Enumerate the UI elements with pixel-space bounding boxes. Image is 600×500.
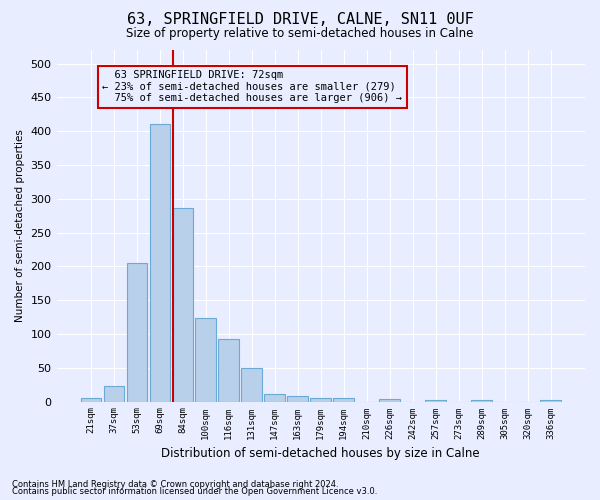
Bar	[310, 398, 331, 402]
Bar	[540, 400, 561, 402]
Text: Contains HM Land Registry data © Crown copyright and database right 2024.: Contains HM Land Registry data © Crown c…	[12, 480, 338, 489]
Bar	[218, 340, 239, 402]
Bar	[265, 394, 285, 402]
Text: 63 SPRINGFIELD DRIVE: 72sqm
← 23% of semi-detached houses are smaller (279)
  75: 63 SPRINGFIELD DRIVE: 72sqm ← 23% of sem…	[103, 70, 403, 104]
Bar	[127, 263, 147, 402]
Text: Contains public sector information licensed under the Open Government Licence v3: Contains public sector information licen…	[12, 487, 377, 496]
Bar	[334, 398, 354, 402]
Bar	[196, 318, 216, 402]
Text: 63, SPRINGFIELD DRIVE, CALNE, SN11 0UF: 63, SPRINGFIELD DRIVE, CALNE, SN11 0UF	[127, 12, 473, 28]
Bar	[287, 396, 308, 402]
Bar	[241, 368, 262, 402]
Y-axis label: Number of semi-detached properties: Number of semi-detached properties	[15, 130, 25, 322]
Bar	[149, 124, 170, 402]
Text: Size of property relative to semi-detached houses in Calne: Size of property relative to semi-detach…	[127, 28, 473, 40]
Bar	[80, 398, 101, 402]
Bar	[104, 386, 124, 402]
Bar	[173, 208, 193, 402]
Bar	[425, 400, 446, 402]
X-axis label: Distribution of semi-detached houses by size in Calne: Distribution of semi-detached houses by …	[161, 447, 480, 460]
Bar	[472, 400, 492, 402]
Bar	[379, 399, 400, 402]
